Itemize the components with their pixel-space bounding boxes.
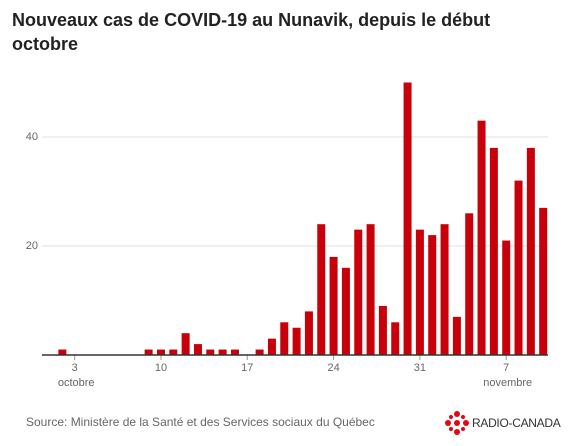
x-tick-label: 24 <box>327 362 339 374</box>
bar <box>169 349 178 355</box>
bar <box>452 316 461 355</box>
bar <box>230 349 239 355</box>
bar <box>280 322 289 355</box>
logo-text: RADIO-CANADA <box>472 416 561 430</box>
bar <box>489 147 498 355</box>
chart-title: Nouveaux cas de COVID-19 au Nunavik, dep… <box>12 10 491 54</box>
x-tick-label: 10 <box>155 362 167 374</box>
bar <box>329 256 338 355</box>
bar <box>317 224 326 355</box>
bar <box>144 349 153 355</box>
x-tick-label: 3 octobre <box>55 362 95 389</box>
y-tick-label: 20 <box>26 240 38 252</box>
bar <box>526 147 535 355</box>
bar <box>354 229 363 355</box>
bar <box>58 349 67 355</box>
x-tick-label: 31 <box>414 362 426 374</box>
bar <box>341 267 350 355</box>
bar <box>156 349 165 355</box>
bar <box>391 322 400 355</box>
bar <box>428 235 437 355</box>
bar <box>206 349 215 355</box>
source: Source: Ministère de la Santé et des Ser… <box>26 415 375 429</box>
bar <box>440 224 449 355</box>
logo-icon <box>445 411 469 435</box>
bar <box>267 338 276 355</box>
bar <box>477 120 486 356</box>
bar <box>514 180 523 355</box>
bar <box>378 305 387 355</box>
bar <box>255 349 264 355</box>
bar <box>292 327 301 355</box>
bar <box>193 344 202 355</box>
bar <box>304 311 313 355</box>
x-tick-label: 7 novembre <box>480 362 532 389</box>
bar <box>502 240 511 355</box>
bar <box>415 229 424 355</box>
bar <box>218 349 227 355</box>
bar <box>366 224 375 355</box>
bar <box>403 82 412 355</box>
y-tick-label: 40 <box>26 131 38 143</box>
x-tick-label: 17 <box>241 362 253 374</box>
bar <box>181 333 190 355</box>
bar <box>539 207 548 355</box>
bar <box>465 213 474 355</box>
